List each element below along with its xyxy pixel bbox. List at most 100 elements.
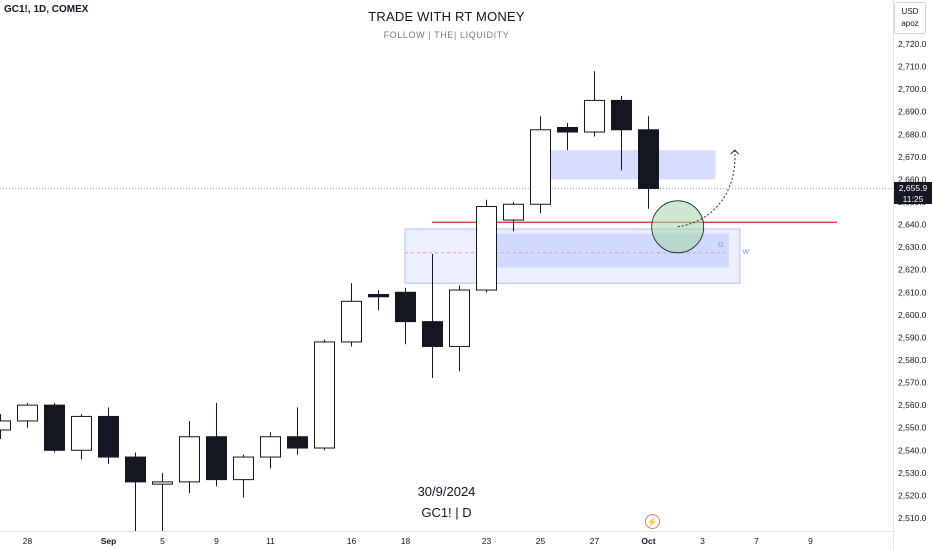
candle: [611, 95, 632, 171]
candle: [341, 283, 362, 347]
candle-body: [341, 300, 362, 343]
candle: [233, 454, 254, 498]
last-price-tag: 2,655.9 11:25: [894, 182, 932, 204]
y-tick-label: 2,540.0: [898, 445, 927, 455]
candle: [530, 116, 551, 214]
price-axis[interactable]: 2,510.0 2,520.0 2,530.0 2,540.0 2,550.0 2,560…: [898, 39, 927, 523]
watermark-date: 30/9/2024: [417, 484, 476, 499]
currency-label: USD: [901, 7, 919, 16]
candle-body: [557, 127, 578, 133]
candle-body: [17, 404, 38, 422]
candle: [98, 407, 119, 464]
lightning-icon[interactable]: ⚡: [645, 514, 660, 529]
x-tick-label: 3: [700, 536, 705, 546]
candle-body: [179, 436, 200, 483]
y-tick-label: 2,630.0: [898, 242, 927, 252]
candle: [503, 202, 524, 232]
bar-countdown: 11:25: [902, 193, 924, 204]
candle: [368, 290, 389, 311]
symbol-label[interactable]: GC1!, 1D, COMEX: [4, 4, 89, 15]
x-tick-label: 18: [401, 536, 411, 546]
candle: [0, 414, 11, 439]
candle: [314, 339, 335, 451]
y-tick-label: 2,560.0: [898, 400, 927, 410]
candle: [449, 285, 470, 372]
candle-body: [611, 99, 632, 131]
candle: [125, 452, 146, 532]
x-tick-label: Sep: [101, 536, 117, 546]
y-tick-label: 2,550.0: [898, 423, 927, 433]
candle-body: [44, 404, 65, 451]
candle-body: [287, 436, 308, 449]
candle: [179, 420, 200, 494]
candle-body: [125, 456, 146, 483]
y-tick-label: 2,510.0: [898, 513, 927, 523]
candle: [422, 253, 443, 379]
y-tick-label: 2,590.0: [898, 332, 927, 342]
zone-label: W: [743, 249, 750, 256]
candle-body: [449, 289, 470, 347]
y-tick-label: 2,700.0: [898, 84, 927, 94]
arrow-head: [730, 149, 740, 155]
y-tick-label: 2,620.0: [898, 265, 927, 275]
candles: [0, 71, 659, 532]
candle-body: [314, 341, 335, 449]
zone-1: [545, 150, 716, 180]
candle-body: [206, 436, 227, 481]
y-tick-label: 2,600.0: [898, 310, 927, 320]
x-tick-label: 27: [590, 536, 600, 546]
x-tick-label: 11: [266, 536, 275, 546]
scale-mode-label: apoz: [901, 19, 919, 28]
chart-subtitle: FOLLOW | THE| LIQUIDITY: [383, 30, 510, 40]
time-axis[interactable]: 628Sep59111618232527Oct379: [0, 536, 813, 546]
y-tick-label: 2,670.0: [898, 152, 927, 162]
zone-label: D: [718, 242, 723, 249]
candle: [152, 472, 173, 532]
candle-body: [584, 99, 605, 133]
y-tick-label: 2,660.0: [898, 174, 927, 184]
x-tick-label: Oct: [641, 536, 655, 546]
scale-settings-button[interactable]: USD apoz: [894, 2, 926, 34]
annotations: DW: [651, 149, 750, 256]
candle: [638, 116, 659, 209]
candle: [17, 402, 38, 428]
candle: [71, 414, 92, 460]
x-tick-label: 7: [754, 536, 759, 546]
x-tick-label: 25: [536, 536, 546, 546]
y-tick-label: 2,570.0: [898, 378, 927, 388]
candle-body: [152, 481, 173, 485]
candle-body: [638, 129, 659, 189]
x-tick-label: 9: [808, 536, 813, 546]
candle: [206, 402, 227, 487]
candle-body: [422, 321, 443, 347]
watermark-symbol: GC1! | D: [421, 505, 472, 520]
y-tick-label: 2,610.0: [898, 287, 927, 297]
candle-body: [98, 415, 119, 458]
candle-body: [368, 294, 389, 298]
y-tick-label: 2,520.0: [898, 490, 927, 500]
y-tick-label: 2,530.0: [898, 468, 927, 478]
candle-body: [530, 129, 551, 205]
candle-body: [260, 436, 281, 458]
candle-body: [476, 206, 497, 291]
candle: [287, 407, 308, 455]
y-tick-label: 2,580.0: [898, 355, 927, 365]
candle: [260, 432, 281, 469]
x-tick-label: 23: [482, 536, 492, 546]
y-tick-label: 2,640.0: [898, 220, 927, 230]
candle: [584, 71, 605, 137]
projection-arrow: [677, 150, 736, 228]
candle-body: [71, 415, 92, 451]
x-tick-label: 28: [23, 536, 33, 546]
last-price-value: 2,655.9: [898, 183, 928, 193]
x-tick-label: 16: [347, 536, 357, 546]
x-tick-label: 9: [214, 536, 219, 546]
x-tick-label: 5: [160, 536, 165, 546]
candle-body: [503, 203, 524, 221]
chart-title: TRADE WITH RT MONEY: [368, 9, 525, 24]
candle: [557, 123, 578, 151]
candle: [44, 402, 65, 453]
candle: [476, 199, 497, 293]
y-tick-label: 2,720.0: [898, 39, 927, 49]
